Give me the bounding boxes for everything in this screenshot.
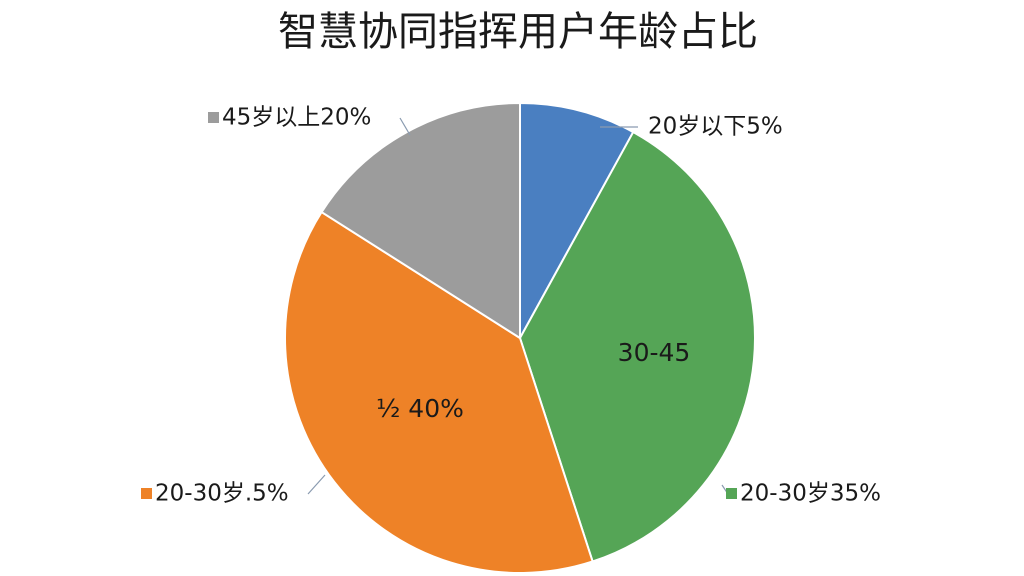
legend-swatch [726,488,737,499]
pie-slice [284,210,594,574]
inner-label: ½ 40% [376,394,464,423]
legend-swatch [141,488,152,499]
slice-label: 20-30岁35% [740,481,881,507]
inner-label: 30-45 [618,338,691,367]
slice-label: 45岁以上20% [222,105,371,131]
slice-label: 20岁以下5% [648,114,783,140]
legend-swatch [208,112,219,123]
pie-slice [320,101,521,340]
chart-title: 智慧协同指挥用户年龄占比 [278,9,758,55]
pie-slice [519,101,635,339]
pie-slice [518,130,756,563]
leader-line [307,474,326,495]
leader-line [399,117,411,136]
slice-label: 20-30岁.5% [155,481,289,507]
